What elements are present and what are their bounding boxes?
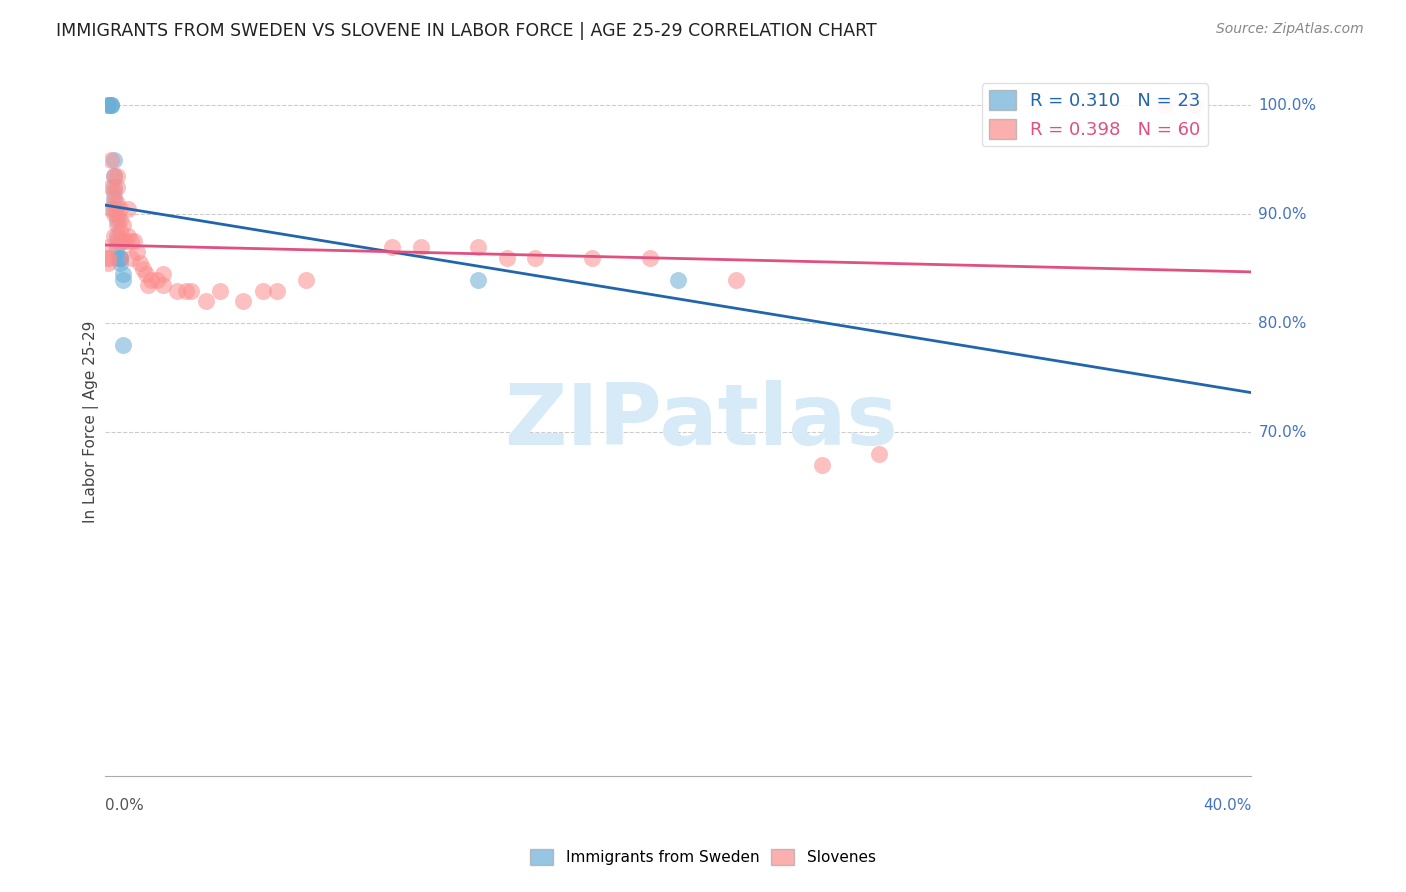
Point <box>166 284 188 298</box>
Point <box>724 272 747 286</box>
Point <box>232 294 254 309</box>
Point <box>105 218 128 232</box>
Point <box>467 240 489 254</box>
Point <box>97 256 120 270</box>
Point <box>103 191 125 205</box>
Point <box>152 267 174 281</box>
Point <box>108 256 131 270</box>
Point <box>117 229 139 244</box>
Point <box>111 218 134 232</box>
Point <box>103 196 125 211</box>
Point <box>108 251 131 265</box>
Point <box>105 235 128 249</box>
Point <box>108 202 131 216</box>
Point <box>128 256 150 270</box>
Point <box>666 272 689 286</box>
Point <box>524 251 547 265</box>
Point <box>97 251 120 265</box>
Point <box>105 196 128 211</box>
Point <box>105 212 128 227</box>
Point <box>381 240 404 254</box>
Legend: R = 0.310   N = 23, R = 0.398   N = 60: R = 0.310 N = 23, R = 0.398 N = 60 <box>981 83 1208 146</box>
Point <box>120 251 142 265</box>
Point <box>252 284 274 298</box>
Point <box>105 251 128 265</box>
Text: 70.0%: 70.0% <box>1258 425 1306 440</box>
Point <box>103 169 125 183</box>
Point <box>111 235 134 249</box>
Point <box>135 267 157 281</box>
Point <box>103 202 125 216</box>
Text: 100.0%: 100.0% <box>1258 97 1316 112</box>
Point <box>103 186 125 200</box>
Point <box>1182 98 1205 112</box>
Point <box>105 240 128 254</box>
Point <box>100 153 122 167</box>
Point <box>100 202 122 216</box>
Point <box>409 240 432 254</box>
Point <box>141 272 163 286</box>
Point <box>180 284 202 298</box>
Point <box>174 284 197 298</box>
Point <box>125 245 148 260</box>
Point <box>266 284 288 298</box>
Point <box>295 272 318 286</box>
Point <box>810 458 832 472</box>
Point <box>105 207 128 221</box>
Point <box>152 278 174 293</box>
Point <box>131 261 153 276</box>
Point <box>208 284 231 298</box>
Point <box>117 202 139 216</box>
Point <box>103 180 125 194</box>
Text: 80.0%: 80.0% <box>1258 316 1306 331</box>
Point <box>111 338 134 352</box>
Text: Source: ZipAtlas.com: Source: ZipAtlas.com <box>1216 22 1364 37</box>
Point <box>146 272 169 286</box>
Point <box>97 98 120 112</box>
Point <box>103 207 125 221</box>
Point <box>100 98 122 112</box>
Point <box>868 447 890 461</box>
Point <box>638 251 661 265</box>
Point <box>108 235 131 249</box>
Legend: Immigrants from Sweden, Slovenes: Immigrants from Sweden, Slovenes <box>524 843 882 871</box>
Y-axis label: In Labor Force | Age 25-29: In Labor Force | Age 25-29 <box>83 320 98 523</box>
Point <box>100 98 122 112</box>
Point <box>120 235 142 249</box>
Point <box>103 169 125 183</box>
Point <box>108 251 131 265</box>
Point <box>103 229 125 244</box>
Text: 90.0%: 90.0% <box>1258 207 1306 222</box>
Point <box>105 229 128 244</box>
Point <box>111 267 134 281</box>
Text: IMMIGRANTS FROM SWEDEN VS SLOVENE IN LABOR FORCE | AGE 25-29 CORRELATION CHART: IMMIGRANTS FROM SWEDEN VS SLOVENE IN LAB… <box>56 22 877 40</box>
Text: 40.0%: 40.0% <box>1204 798 1251 814</box>
Point <box>467 272 489 286</box>
Point <box>100 98 122 112</box>
Point <box>581 251 603 265</box>
Point <box>100 180 122 194</box>
Point <box>97 251 120 265</box>
Point <box>495 251 517 265</box>
Point <box>108 251 131 265</box>
Point <box>108 223 131 237</box>
Point <box>138 278 160 293</box>
Text: ZIPatlas: ZIPatlas <box>505 380 898 463</box>
Point <box>1154 98 1177 112</box>
Text: 0.0%: 0.0% <box>105 798 145 814</box>
Point <box>103 153 125 167</box>
Point <box>111 272 134 286</box>
Point <box>194 294 217 309</box>
Point <box>114 235 136 249</box>
Point <box>122 235 145 249</box>
Point <box>105 180 128 194</box>
Point <box>97 98 120 112</box>
Point <box>97 240 120 254</box>
Point <box>105 169 128 183</box>
Point <box>108 212 131 227</box>
